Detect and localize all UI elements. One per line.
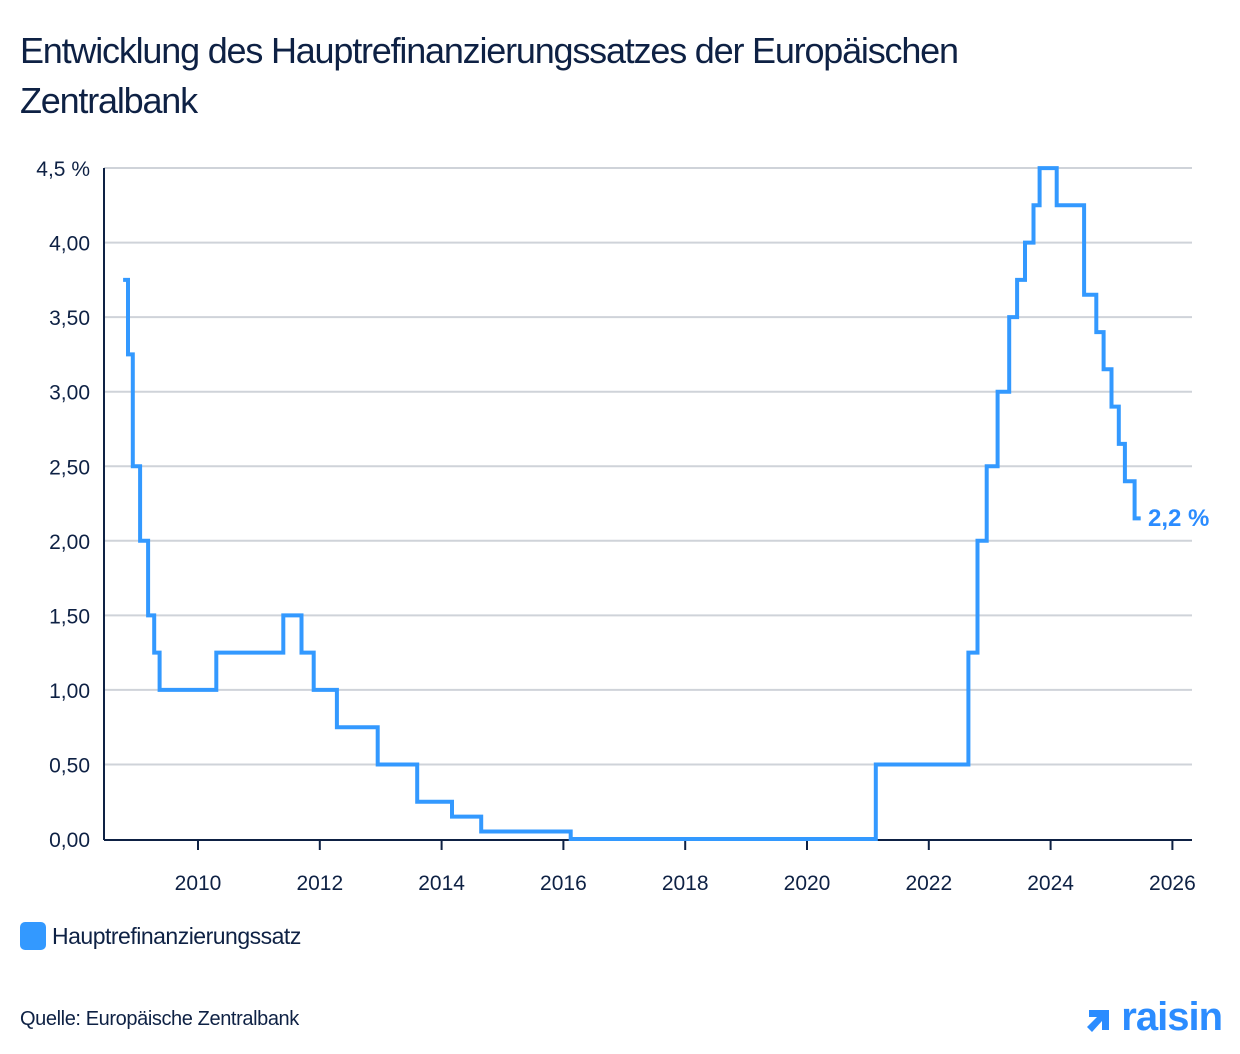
chart-title: Entwicklung des Hauptrefinanzierungssatz…: [20, 30, 959, 121]
raisin-logo: raisin: [1085, 995, 1223, 1040]
x-tick-label: 2024: [1027, 872, 1074, 895]
y-tick-label: 2,50: [49, 456, 90, 479]
x-axis-labels: 2010 2012 2014 2016 2018 2020 2022 2024 2026: [175, 840, 1196, 895]
legend-swatch: [20, 922, 46, 950]
source-note: Quelle: Europäische Zentralbank: [20, 1008, 299, 1030]
y-tick-label: 0,00: [49, 829, 90, 852]
x-tick-label: 2010: [175, 872, 222, 895]
end-value-label: 2,2 %: [1148, 505, 1209, 532]
x-tick-label: 2018: [662, 872, 709, 895]
gridlines: [104, 167, 1192, 766]
x-tick-label: 2026: [1149, 872, 1196, 895]
y-tick-label: 3,50: [49, 307, 90, 330]
x-tick-label: 2016: [540, 872, 587, 895]
x-tick-label: 2012: [296, 872, 343, 895]
x-tick-label: 2022: [905, 872, 952, 895]
y-tick-label: 4,5 %: [36, 158, 90, 181]
series-line-hauptrefinanzierungssatz: [123, 166, 1141, 841]
y-tick-label: 0,50: [49, 754, 90, 777]
y-tick-label: 3,00: [49, 382, 90, 405]
arrow-up-right-icon: [1087, 1009, 1110, 1032]
y-tick-label: 1,50: [49, 605, 90, 628]
x-tick-label: 2014: [418, 872, 465, 895]
y-tick-label: 2,00: [49, 531, 90, 554]
y-tick-label: 4,00: [49, 233, 90, 256]
x-tick-label: 2020: [784, 872, 831, 895]
y-tick-label: 1,00: [49, 680, 90, 703]
logo-text: raisin: [1121, 995, 1223, 1039]
legend: Hauptrefinanzierungssatz: [20, 922, 301, 950]
y-axis-labels: 0,00 0,50 1,00 1,50 2,00 2,50 3,00 3,50 4,00 4,5 …: [36, 158, 90, 852]
legend-label: Hauptrefinanzierungssatz: [52, 922, 301, 949]
